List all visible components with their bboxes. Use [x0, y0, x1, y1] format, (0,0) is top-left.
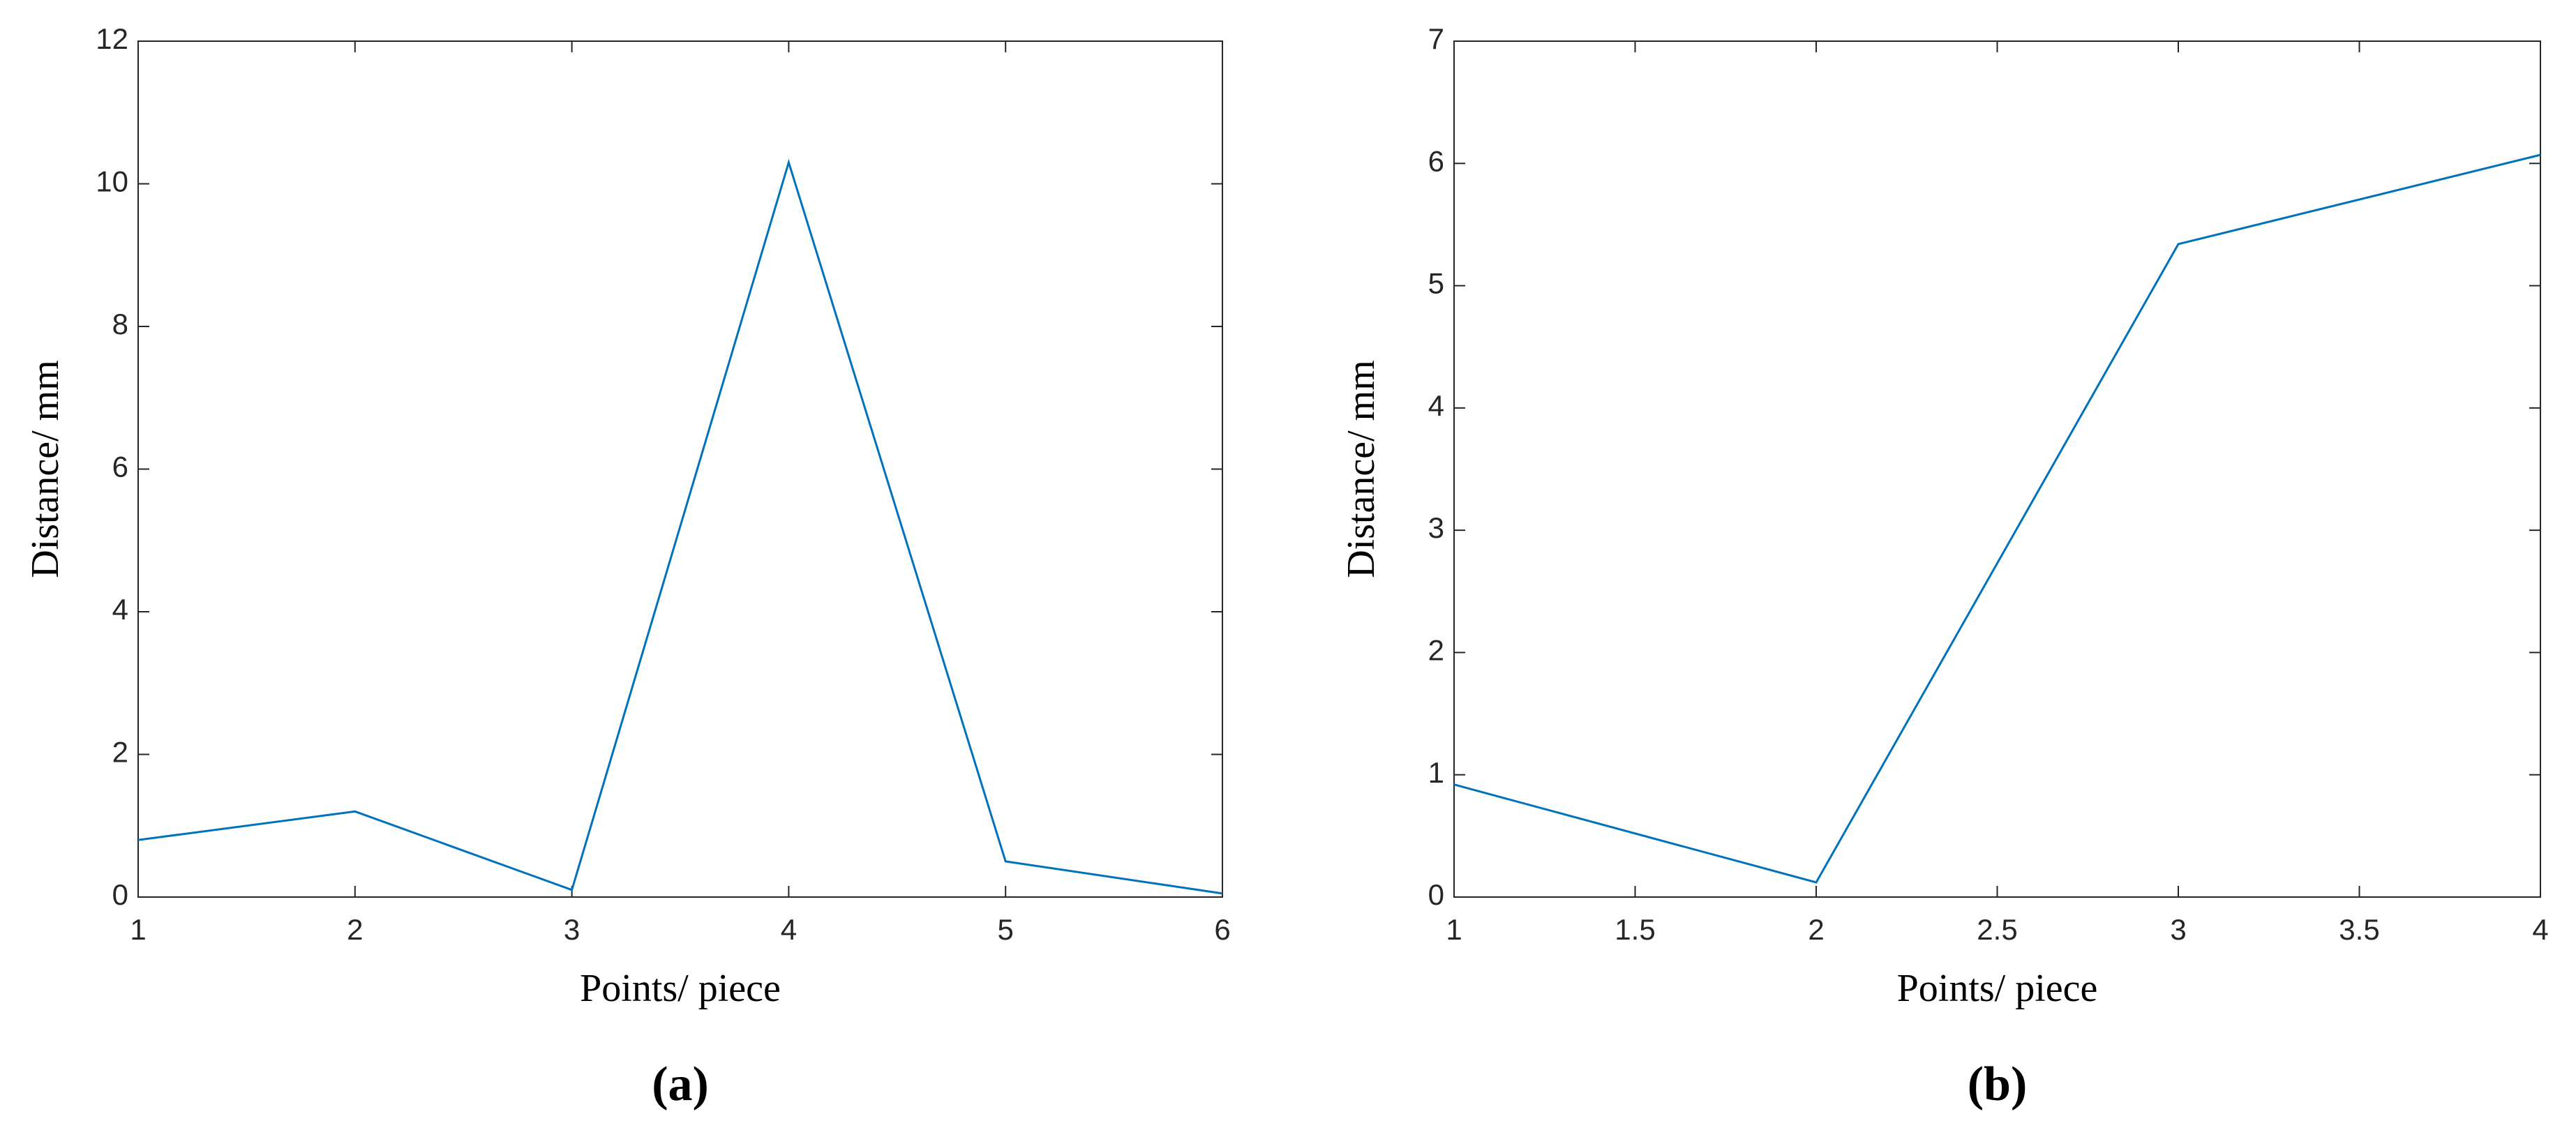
y-axis-label: Distance/ mm: [1340, 360, 1383, 578]
y-tick-label: 0: [112, 878, 128, 911]
y-tick-label: 6: [112, 451, 128, 483]
caption: (b): [1968, 1057, 2028, 1111]
x-tick-label: 2: [1808, 913, 1824, 946]
data-line: [1453, 153, 2541, 884]
plot-area: [137, 40, 1223, 898]
x-tick-label: 4: [781, 913, 797, 946]
y-tick-label: 10: [96, 165, 128, 198]
y-axis-label: Distance/ mm: [24, 360, 67, 578]
caption: (a): [652, 1057, 709, 1111]
x-tick-label: 1: [130, 913, 146, 946]
x-tick-label: 3: [564, 913, 580, 946]
x-axis-label: Points/ piece: [1897, 967, 2098, 1010]
y-tick-label: 7: [1428, 22, 1444, 55]
y-tick-label: 4: [112, 593, 128, 626]
y-tick-label: 0: [1428, 878, 1444, 911]
x-tick-label: 6: [1214, 913, 1230, 946]
plot-area: [1453, 40, 2541, 898]
x-tick-label: 5: [998, 913, 1014, 946]
x-tick-label: 1: [1446, 913, 1462, 946]
y-tick-label: 5: [1428, 267, 1444, 300]
y-tick-label: 3: [1428, 511, 1444, 544]
y-tick-label: 2: [112, 736, 128, 769]
x-tick-label: 1.5: [1615, 913, 1655, 946]
x-tick-label: 4: [2532, 913, 2548, 946]
y-tick-label: 2: [1428, 634, 1444, 667]
y-tick-label: 4: [1428, 389, 1444, 422]
y-tick-label: 1: [1428, 756, 1444, 789]
x-tick-label: 2: [347, 913, 363, 946]
y-tick-label: 8: [112, 308, 128, 340]
y-tick-label: 6: [1428, 144, 1444, 177]
x-tick-label: 3.5: [2339, 913, 2379, 946]
x-tick-label: 3: [2170, 913, 2186, 946]
x-tick-label: 2.5: [1977, 913, 2017, 946]
y-tick-label: 12: [96, 22, 128, 55]
x-axis-label: Points/ piece: [580, 967, 781, 1010]
data-line: [137, 158, 1223, 895]
